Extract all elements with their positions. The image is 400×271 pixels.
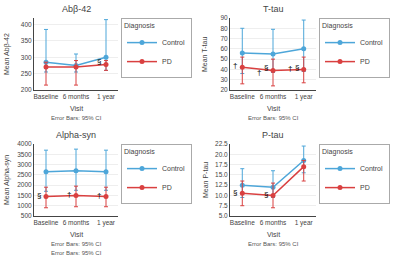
svg-text:Error Bars: 95% CI: Error Bars: 95% CI bbox=[248, 241, 299, 247]
svg-text:1 year: 1 year bbox=[295, 93, 314, 101]
svg-text:Mean P-tau: Mean P-tau bbox=[202, 162, 209, 198]
svg-text:7.5: 7.5 bbox=[219, 202, 228, 209]
svg-text:80: 80 bbox=[220, 25, 228, 32]
svg-text:1 year: 1 year bbox=[97, 93, 116, 101]
svg-text:90: 90 bbox=[220, 14, 228, 21]
svg-text:17.5: 17.5 bbox=[215, 161, 228, 168]
svg-text:1 year: 1 year bbox=[295, 219, 314, 227]
svg-text:4000: 4000 bbox=[17, 140, 32, 147]
svg-text:§: § bbox=[97, 57, 101, 66]
svg-text:2000: 2000 bbox=[17, 181, 32, 188]
svg-text:Visit: Visit bbox=[70, 105, 83, 112]
svg-text:§: § bbox=[233, 188, 237, 197]
svg-text:20: 20 bbox=[220, 86, 228, 93]
svg-text:†: † bbox=[257, 68, 261, 77]
svg-text:60: 60 bbox=[220, 45, 228, 52]
svg-text:2500: 2500 bbox=[17, 171, 32, 178]
svg-text:15.0: 15.0 bbox=[215, 171, 228, 178]
svg-text:Mean Alpha-syn: Mean Alpha-syn bbox=[3, 155, 11, 205]
svg-text:30: 30 bbox=[220, 76, 228, 83]
svg-text:PD: PD bbox=[162, 184, 172, 191]
svg-text:§: § bbox=[264, 63, 268, 72]
svg-text:P-tau: P-tau bbox=[262, 130, 284, 140]
svg-text:Visit: Visit bbox=[267, 105, 280, 112]
svg-text:1500: 1500 bbox=[17, 192, 32, 199]
svg-text:250: 250 bbox=[21, 70, 32, 77]
svg-text:22.5: 22.5 bbox=[215, 140, 228, 147]
svg-text:Diagnosis: Diagnosis bbox=[124, 22, 155, 30]
svg-text:Baseline: Baseline bbox=[230, 219, 255, 226]
svg-text:Control: Control bbox=[360, 39, 383, 46]
svg-text:3000: 3000 bbox=[17, 161, 32, 168]
svg-text:Visit: Visit bbox=[70, 231, 83, 238]
svg-text:Mean T-tau: Mean T-tau bbox=[201, 37, 208, 72]
svg-text:Error Bars: 95% CI: Error Bars: 95% CI bbox=[51, 250, 102, 256]
svg-text:Error Bars: 95% CI: Error Bars: 95% CI bbox=[51, 115, 102, 121]
svg-text:†: † bbox=[67, 190, 71, 199]
svg-text:Control: Control bbox=[162, 165, 185, 172]
svg-text:200: 200 bbox=[21, 86, 32, 93]
svg-text:Diagnosis: Diagnosis bbox=[322, 148, 353, 156]
svg-text:Error Bars: 95% CI: Error Bars: 95% CI bbox=[248, 115, 299, 121]
svg-text:§: § bbox=[295, 63, 299, 72]
svg-text:Error Bars: 95% CI: Error Bars: 95% CI bbox=[51, 241, 102, 247]
svg-text:350: 350 bbox=[21, 37, 32, 44]
svg-text:Mean Abβ-42: Mean Abβ-42 bbox=[3, 33, 11, 75]
svg-text:§: § bbox=[264, 190, 268, 199]
svg-text:500: 500 bbox=[21, 212, 32, 219]
svg-text:T-tau: T-tau bbox=[263, 4, 284, 14]
svg-text:†: † bbox=[233, 61, 237, 70]
svg-text:†: † bbox=[97, 191, 101, 200]
svg-text:PD: PD bbox=[162, 58, 172, 65]
svg-text:Control: Control bbox=[162, 39, 185, 46]
svg-text:400: 400 bbox=[21, 21, 32, 28]
svg-text:Visit: Visit bbox=[267, 231, 280, 238]
svg-text:Control: Control bbox=[360, 165, 383, 172]
svg-text:40: 40 bbox=[220, 66, 228, 73]
svg-text:6 months: 6 months bbox=[63, 93, 90, 100]
svg-text:Alpha-syn: Alpha-syn bbox=[56, 130, 96, 140]
svg-text:Diagnosis: Diagnosis bbox=[124, 148, 155, 156]
svg-text:PD: PD bbox=[360, 184, 370, 191]
svg-text:12.5: 12.5 bbox=[215, 181, 228, 188]
svg-text:10.0: 10.0 bbox=[215, 192, 228, 199]
svg-text:3500: 3500 bbox=[17, 151, 32, 158]
svg-text:20.0: 20.0 bbox=[215, 151, 228, 158]
svg-text:1000: 1000 bbox=[17, 202, 32, 209]
svg-text:6 months: 6 months bbox=[260, 93, 287, 100]
svg-text:5.0: 5.0 bbox=[219, 212, 228, 219]
svg-text:§: § bbox=[37, 191, 41, 200]
svg-text:Baseline: Baseline bbox=[230, 93, 255, 100]
svg-text:PD: PD bbox=[360, 58, 370, 65]
svg-text:Abβ-42: Abβ-42 bbox=[62, 4, 91, 14]
svg-text:Baseline: Baseline bbox=[34, 93, 59, 100]
svg-text:1 year: 1 year bbox=[97, 219, 116, 227]
svg-text:50: 50 bbox=[220, 55, 228, 62]
svg-text:300: 300 bbox=[21, 54, 32, 61]
svg-text:†: † bbox=[288, 64, 292, 73]
svg-text:Diagnosis: Diagnosis bbox=[322, 22, 353, 30]
svg-text:6 months: 6 months bbox=[260, 219, 287, 226]
svg-text:6 months: 6 months bbox=[63, 219, 90, 226]
svg-text:Baseline: Baseline bbox=[34, 219, 59, 226]
svg-text:70: 70 bbox=[220, 35, 228, 42]
